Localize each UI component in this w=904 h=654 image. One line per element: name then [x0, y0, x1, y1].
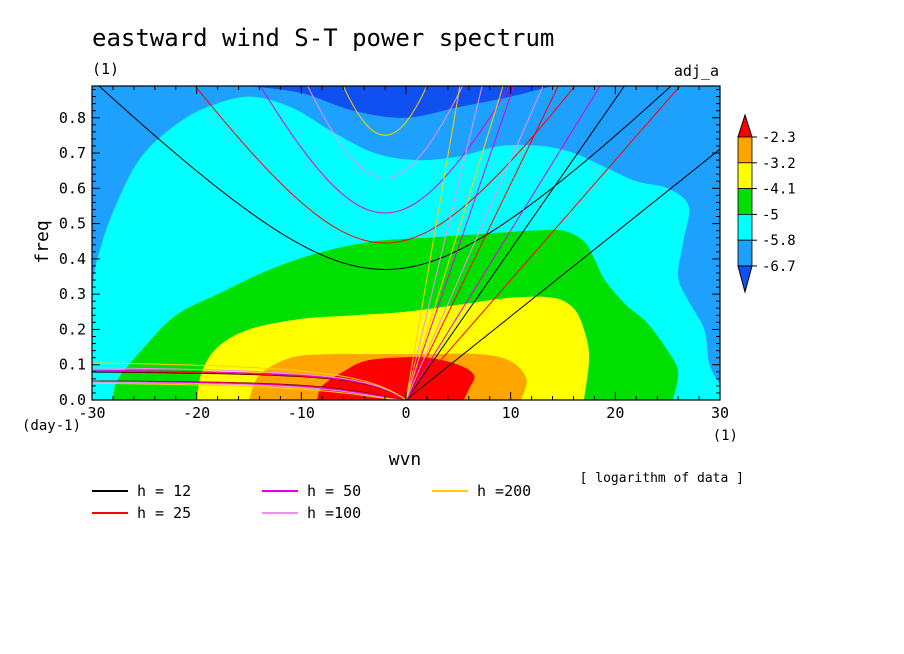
legend-label: h = 50: [307, 482, 361, 500]
mixed-curve-h100: [92, 367, 407, 400]
region--2_3: [317, 356, 475, 400]
x-tick-label: 10: [502, 404, 520, 422]
inertia-gravity-curve-h100: [307, 86, 464, 179]
chart-title: eastward wind S-T power spectrum: [92, 24, 554, 52]
rossby-curve-h200: [92, 382, 407, 400]
colorbar-label: -2.3: [762, 130, 796, 146]
y-tick-label: 0.7: [59, 144, 86, 162]
rossby-curve-h50: [92, 380, 407, 400]
x-axis-label: wvn: [389, 449, 422, 470]
colorbar-band: [737, 162, 753, 190]
kelvin-line-h200: [405, 86, 504, 400]
inertia-gravity-curve-h200: [342, 86, 428, 136]
kelvin-line-h25: [405, 86, 681, 400]
legend-item-h25: h = 25: [92, 504, 191, 522]
units-label: (1): [92, 60, 119, 78]
legend-item-h12: h = 12: [92, 482, 191, 500]
y-tick-label: 0.5: [59, 215, 86, 233]
gravity-line-h25: [405, 86, 559, 400]
colorbar-top-arrow: [737, 113, 753, 138]
y-unit-label: (day-1): [22, 418, 81, 434]
legend-label: h =200: [477, 482, 531, 500]
legend-item-h200: h =200: [432, 482, 531, 500]
colorbar-label: -5: [762, 207, 779, 223]
y-tick-label: 0.3: [59, 285, 86, 303]
legend-label: h =100: [307, 504, 361, 522]
inertia-gravity-curve-h50: [259, 86, 511, 214]
y-tick-label: 0.2: [59, 320, 86, 338]
mixed-curve-h50: [92, 369, 407, 400]
y-axis-label: freq: [32, 220, 53, 263]
rossby-curve-h100: [92, 381, 407, 400]
kelvin-line-h12: [405, 148, 720, 400]
colorbar-label: -4.1: [762, 182, 796, 198]
kelvin-line-h100: [405, 86, 544, 400]
region--6_7: [249, 86, 553, 118]
colorbar-band: [737, 239, 753, 267]
run-label: adj_a: [674, 62, 719, 80]
colorbar: -2.3 -3.2 -4.1 -5 -5.8 -6.7: [737, 113, 796, 294]
legend-label: h = 25: [137, 504, 191, 522]
x-tick-label: 0: [401, 404, 410, 422]
colorbar-band: [737, 188, 753, 215]
dispersion-curves-h200: [92, 86, 504, 400]
colorbar-label: -6.7: [762, 259, 796, 275]
colorbar-label: -3.2: [762, 156, 796, 172]
x-tick-label: 30: [711, 404, 729, 422]
y-tick-label: 0.1: [59, 356, 86, 374]
dispersion-curves-h100: [92, 86, 544, 400]
inertia-gravity-curve-h25: [194, 86, 576, 244]
colorbar-band: [737, 213, 753, 241]
dispersion-curves-h50: [92, 86, 601, 400]
x-tick-label: -10: [288, 404, 315, 422]
region-cap--6_7: [249, 81, 553, 86]
y-tick-label: 0.8: [59, 109, 86, 127]
y-tick-label: 0.4: [59, 250, 86, 268]
gravity-line-h12: [405, 86, 625, 400]
plot-clipped: [92, 81, 720, 400]
colorbar-bottom-arrow: [737, 265, 753, 294]
legend: h = 12 h = 25 h = 50 h =100 h =200: [92, 482, 531, 522]
legend-item-h100: h =100: [262, 504, 361, 522]
y-tick-label: 0.6: [59, 179, 86, 197]
x-tick-label: 20: [606, 404, 624, 422]
colorbar-label: -5.8: [762, 233, 796, 249]
legend-label: h = 12: [137, 482, 191, 500]
colorbar-note: [ logarithm of data ]: [580, 471, 744, 486]
gravity-line-h100: [405, 86, 483, 400]
gravity-line-h50: [405, 86, 515, 400]
inertia-gravity-curve-h12: [98, 86, 672, 270]
mixed-curve-h200: [92, 362, 407, 400]
axes: -30 -20 -10 0 10 20 30 0.0 0.1 0.2 0.3 0.4 0.5 0.6 0.7…: [59, 85, 729, 422]
x-tick-label: -20: [183, 404, 210, 422]
kelvin-line-h50: [405, 86, 601, 400]
plot-area: [92, 81, 720, 400]
colorbar-band: [737, 136, 753, 164]
legend-item-h50: h = 50: [262, 482, 361, 500]
y-tick-label: 0.0: [59, 391, 86, 409]
x-unit-label: (1): [713, 428, 738, 444]
x-tick-label: -30: [78, 404, 105, 422]
